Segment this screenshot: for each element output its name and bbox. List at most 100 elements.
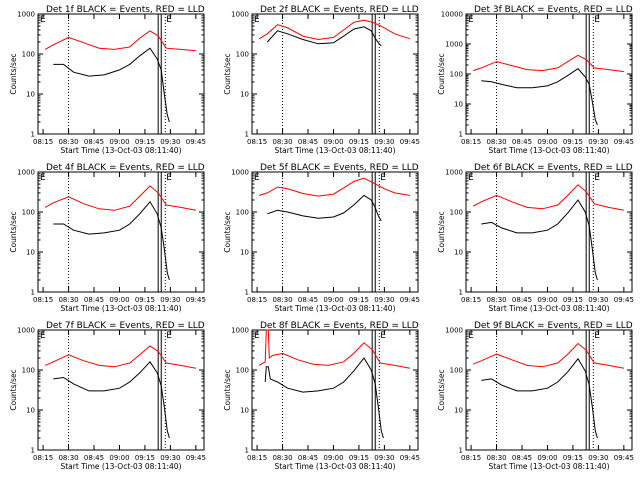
series-red-lld — [472, 184, 624, 211]
x-tick-label: 08:15 — [461, 454, 481, 462]
y-tick-label: 10 — [26, 249, 35, 257]
y-axis-label: Counts/sec — [437, 369, 446, 410]
y-tick-label: 1 — [31, 447, 35, 455]
panel-title: Det 1f BLACK = Events, RED = LLD — [46, 5, 205, 15]
x-tick-label: 09:45 — [186, 138, 206, 146]
panel-title: Det 7f BLACK = Events, RED = LLD — [46, 321, 205, 331]
x-tick-label: 08:30 — [58, 454, 78, 462]
x-tick-label: 08:30 — [272, 296, 292, 304]
x-tick-label: 08:30 — [486, 454, 506, 462]
x-tick-label: 09:30 — [588, 296, 608, 304]
series-red-lld — [472, 342, 624, 369]
x-tick-label: 09:00 — [109, 296, 129, 304]
y-tick-label: 1000 — [17, 169, 35, 177]
y-tick-label: 10 — [240, 91, 249, 99]
x-tick-label: 08:15 — [33, 296, 53, 304]
x-tick-label: 08:30 — [486, 138, 506, 146]
x-tick-label: 09:15 — [135, 138, 155, 146]
x-tick-label: 08:15 — [33, 138, 53, 146]
series-black-events — [481, 199, 598, 281]
y-tick-label: 1 — [31, 131, 35, 139]
x-axis-label: Start Time (13-Oct-03 08:11:40) — [60, 304, 181, 313]
x-tick-label: 09:15 — [563, 296, 583, 304]
y-tick-label: 1000 — [231, 11, 249, 19]
y-tick-label: 1 — [245, 131, 249, 139]
y-tick-label: 1000 — [445, 169, 463, 177]
y-tick-label: 1000 — [231, 169, 249, 177]
plot-frame — [251, 171, 419, 293]
y-tick-label: 1 — [459, 289, 463, 297]
x-tick-label: 09:00 — [323, 296, 343, 304]
x-tick-label: 09:45 — [186, 454, 206, 462]
series-red-lld — [258, 177, 410, 197]
y-axis-label: Counts/sec — [223, 369, 232, 410]
x-tick-label: 09:30 — [374, 138, 394, 146]
x-tick-label: 09:15 — [135, 296, 155, 304]
y-tick-label: 1 — [31, 289, 35, 297]
y-tick-label: 10000 — [441, 11, 463, 19]
series-red-lld — [258, 19, 411, 41]
x-tick-label: 08:45 — [298, 138, 318, 146]
x-tick-label: 09:45 — [614, 138, 634, 146]
x-tick-label: 08:45 — [84, 138, 104, 146]
event-marker: E — [40, 15, 46, 25]
series-black-events — [481, 357, 598, 439]
panel-title: Det 8f BLACK = Events, RED = LLD — [260, 321, 419, 331]
x-tick-label: 09:45 — [186, 296, 206, 304]
y-axis-label: Counts/sec — [9, 369, 18, 410]
x-tick-label: 09:15 — [349, 454, 369, 462]
panel-title: Det 4f BLACK = Events, RED = LLD — [46, 163, 205, 173]
y-axis-label: Counts/sec — [223, 53, 232, 94]
y-tick-label: 1 — [459, 447, 463, 455]
y-tick-label: 10 — [454, 101, 463, 109]
event-marker: E — [166, 173, 172, 183]
event-marker: E — [468, 173, 474, 183]
y-axis-label: Counts/sec — [9, 211, 18, 252]
panel-title: Det 5f BLACK = Events, RED = LLD — [260, 163, 419, 173]
plot-frame — [37, 329, 205, 451]
x-tick-label: 09:00 — [109, 138, 129, 146]
event-marker: E — [166, 15, 172, 25]
series-red-lld — [44, 30, 196, 52]
y-tick-label: 100 — [22, 51, 35, 59]
x-axis-label: Start Time (13-Oct-03 08:11:40) — [60, 146, 181, 155]
x-tick-label: 08:15 — [247, 454, 267, 462]
series-black-events — [53, 47, 170, 123]
y-tick-label: 10 — [240, 249, 249, 257]
x-tick-label: 08:15 — [461, 296, 481, 304]
plot-frame — [465, 329, 633, 451]
panel-title: Det 3f BLACK = Events, RED = LLD — [474, 5, 633, 15]
y-tick-label: 100 — [236, 51, 249, 59]
x-tick-label: 08:30 — [272, 138, 292, 146]
event-marker: E — [468, 15, 474, 25]
series-red-lld — [258, 329, 410, 369]
x-tick-label: 09:45 — [614, 296, 634, 304]
x-axis-label: Start Time (13-Oct-03 08:11:40) — [488, 462, 609, 471]
x-axis-label: Start Time (13-Oct-03 08:11:40) — [274, 304, 395, 313]
panel-title: Det 2f BLACK = Events, RED = LLD — [260, 5, 419, 15]
x-tick-label: 09:30 — [588, 454, 608, 462]
y-tick-label: 1000 — [445, 41, 463, 49]
event-marker: E — [468, 331, 474, 341]
y-tick-label: 10 — [26, 91, 35, 99]
x-tick-label: 08:15 — [247, 296, 267, 304]
x-tick-label: 09:00 — [537, 454, 557, 462]
x-tick-label: 08:45 — [512, 454, 532, 462]
y-axis-label: Counts/sec — [437, 53, 446, 94]
x-tick-label: 08:30 — [272, 454, 292, 462]
x-tick-label: 09:00 — [537, 138, 557, 146]
x-tick-label: 09:00 — [323, 454, 343, 462]
x-tick-label: 09:45 — [614, 454, 634, 462]
x-tick-label: 09:45 — [400, 138, 420, 146]
x-tick-label: 09:30 — [374, 454, 394, 462]
event-marker: E — [594, 173, 600, 183]
y-tick-label: 1000 — [17, 11, 35, 19]
y-tick-label: 10 — [240, 407, 249, 415]
x-tick-label: 09:00 — [537, 296, 557, 304]
